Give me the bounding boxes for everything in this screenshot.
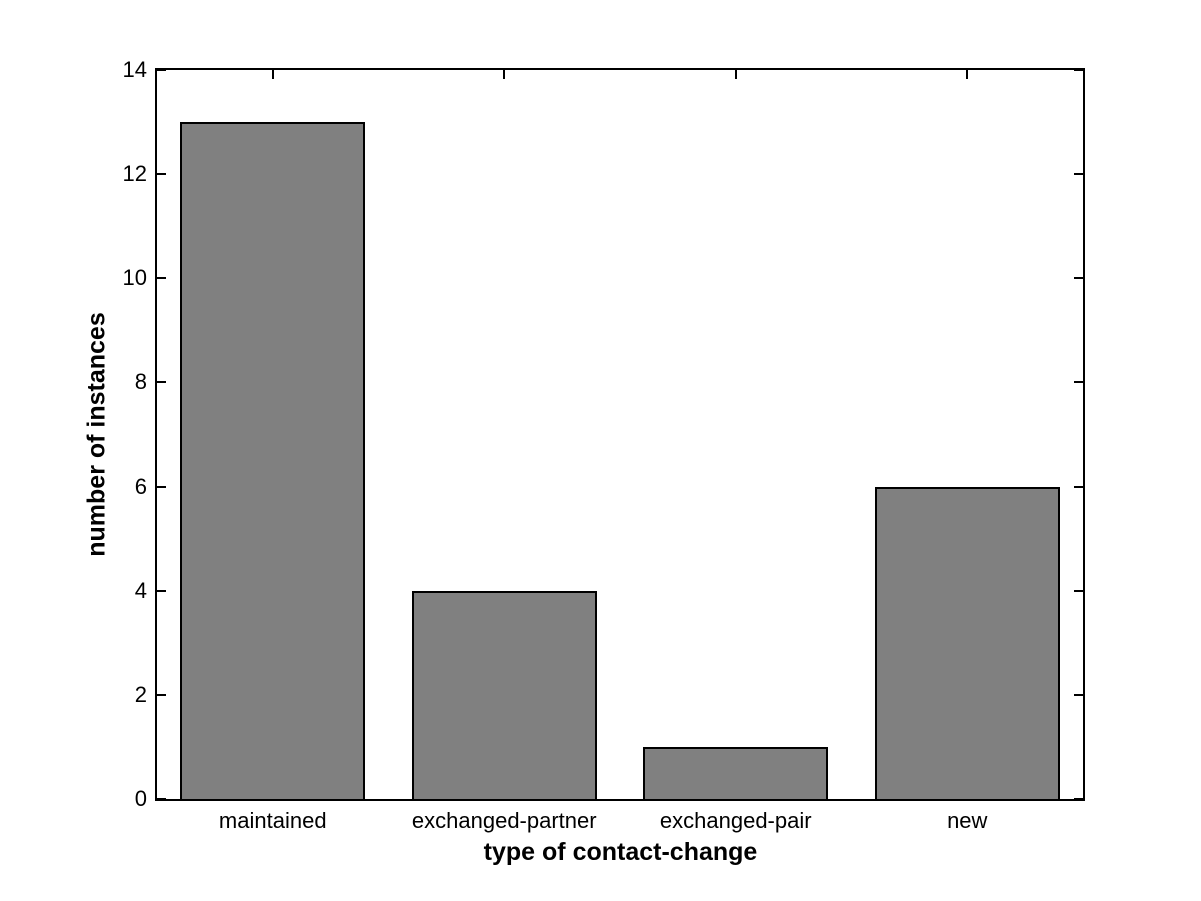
y-tick-right <box>1074 693 1083 696</box>
y-tick-label: 0 <box>134 786 147 811</box>
y-tick-left <box>157 277 166 280</box>
bar-exchanged-partner <box>411 590 597 799</box>
x-tick-top <box>503 70 506 79</box>
y-tick-right <box>1074 277 1083 280</box>
y-tick-right <box>1074 173 1083 176</box>
x-tick-label: exchanged-partner <box>411 808 597 833</box>
y-tick-right <box>1074 69 1083 71</box>
y-tick-left <box>157 693 166 696</box>
y-tick-label: 8 <box>134 369 147 395</box>
y-tick-right <box>1074 381 1083 384</box>
bar-new <box>874 486 1060 799</box>
y-tick-label: 6 <box>134 473 147 499</box>
y-tick-left <box>157 173 166 176</box>
x-tick-label: new <box>947 808 988 833</box>
x-tick-top <box>271 70 274 79</box>
y-tick-right <box>1074 589 1083 592</box>
bar-exchanged-pair <box>643 746 829 799</box>
y-tick-right <box>1074 485 1083 488</box>
x-axis-label: type of contact-change <box>483 838 758 866</box>
y-tick-left <box>157 589 166 592</box>
x-tick-label: maintained <box>218 808 327 833</box>
y-axis-label: number of instances <box>82 312 111 557</box>
x-tick-top <box>966 70 969 79</box>
x-tick-top <box>734 70 737 79</box>
plot-area <box>155 68 1085 801</box>
y-tick-left <box>157 798 166 800</box>
bar-maintained <box>180 122 366 799</box>
y-tick-label: 4 <box>134 577 147 603</box>
x-tick-label: exchanged-pair <box>659 808 812 833</box>
y-tick-right <box>1074 798 1083 800</box>
y-tick-left <box>157 485 166 488</box>
y-tick-label: 12 <box>122 161 147 187</box>
y-tick-left <box>157 69 166 71</box>
y-tick-label: 2 <box>134 681 147 707</box>
y-tick-label: 14 <box>122 57 147 82</box>
y-tick-label: 10 <box>122 265 147 291</box>
y-tick-left <box>157 381 166 384</box>
